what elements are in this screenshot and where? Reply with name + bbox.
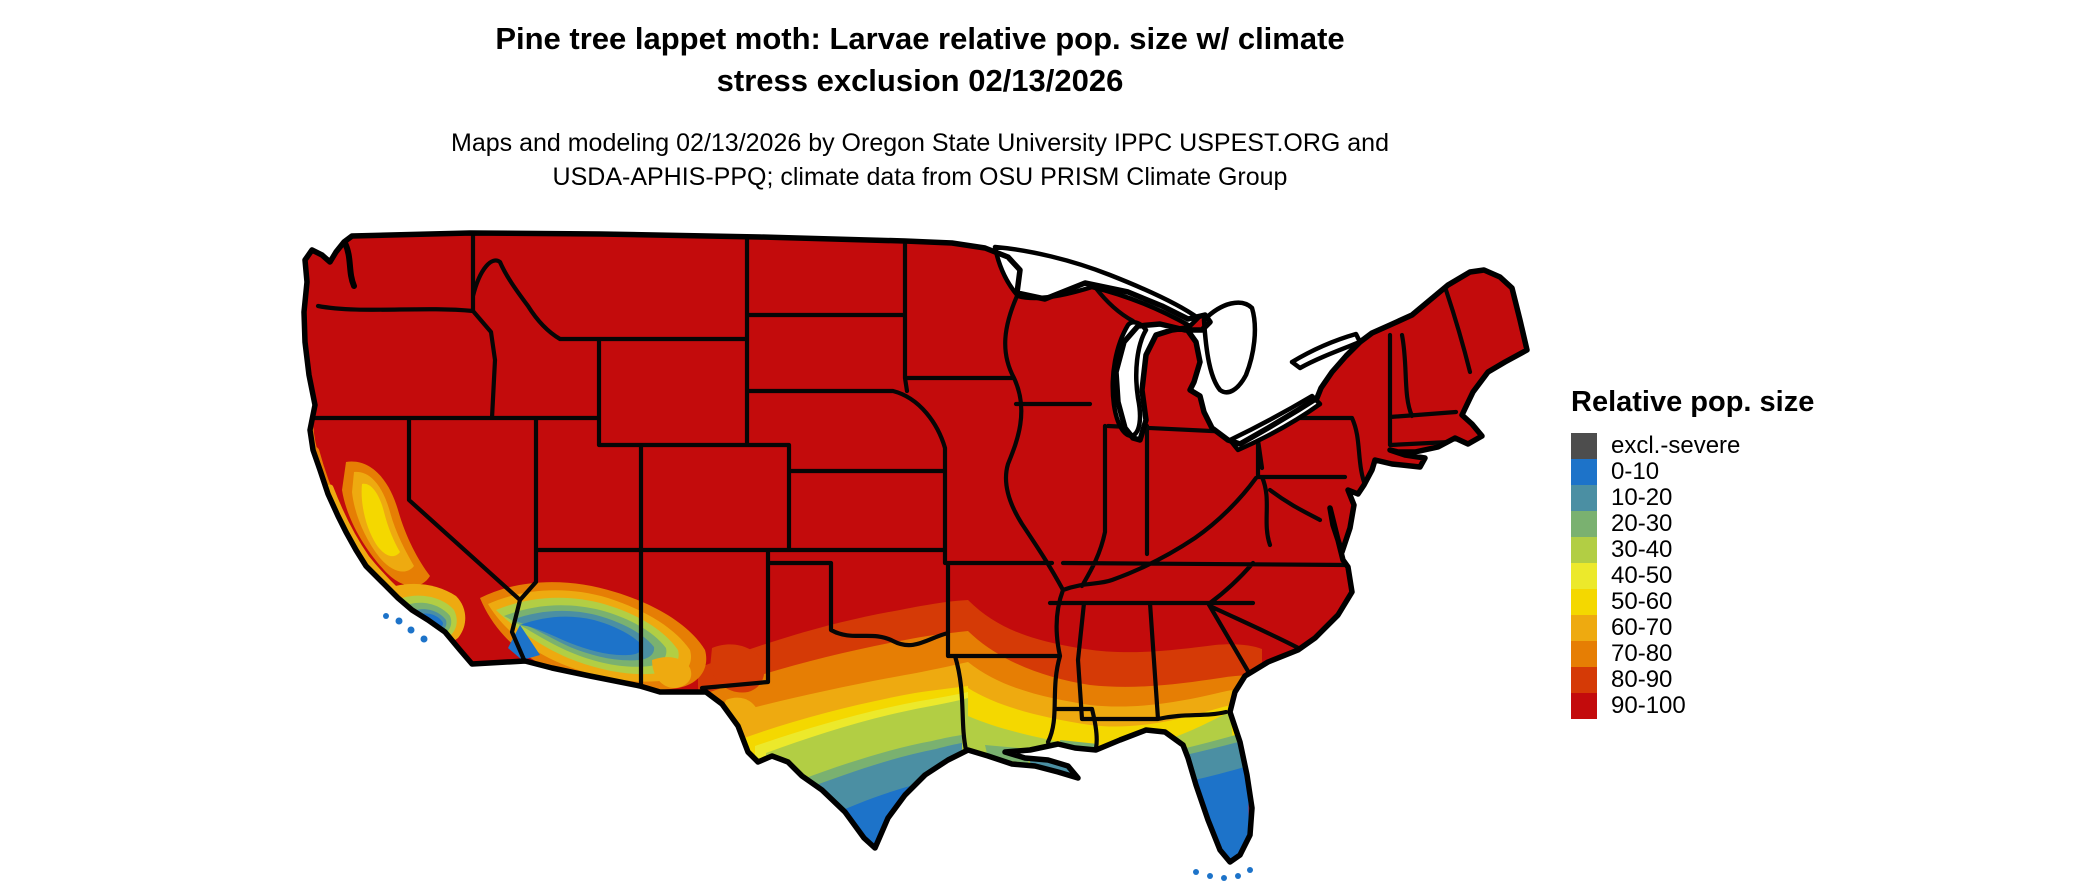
title-line-2: stress exclusion 02/13/2026: [716, 63, 1124, 98]
legend-color-swatch: [1571, 641, 1597, 667]
legend-item-label: 20-30: [1611, 510, 1673, 537]
legend-color-swatch: [1571, 693, 1597, 719]
legend-rows: excl.-severe 0-10 10-20 20-30 30-40 40-50 50-6…: [1571, 433, 1814, 719]
legend-item-label: 0-10: [1611, 458, 1660, 485]
legend-color-swatch: [1571, 433, 1597, 459]
map-legend: Relative pop. size excl.-severe 0-10 10-20…: [1571, 386, 1814, 719]
subtitle-line-1: Maps and modeling 02/13/2026 by Oregon S…: [451, 129, 1389, 157]
legend-item: 60-70: [1571, 615, 1814, 641]
legend-color-swatch: [1571, 511, 1597, 537]
legend-color-swatch: [1571, 537, 1597, 563]
legend-item-label: 10-20: [1611, 484, 1673, 511]
legend-item-label: excl.-severe: [1611, 432, 1741, 459]
legend-color-swatch: [1571, 459, 1597, 485]
title-line-1: Pine tree lappet moth: Larvae relative p…: [495, 21, 1345, 56]
legend-item-label: 40-50: [1611, 562, 1673, 589]
puget-sound: [342, 240, 357, 289]
lake-huron: [1201, 300, 1258, 395]
map-header: Pine tree lappet moth: Larvae relative p…: [310, 18, 1530, 194]
legend-color-swatch: [1571, 485, 1597, 511]
page-title: Pine tree lappet moth: Larvae relative p…: [310, 18, 1530, 102]
legend-item: 80-90: [1571, 667, 1814, 693]
legend-color-swatch: [1571, 563, 1597, 589]
offshore-islands: [383, 613, 1253, 881]
legend-item: 10-20: [1571, 485, 1814, 511]
legend-item: 20-30: [1571, 511, 1814, 537]
legend-item-label: 90-100: [1611, 692, 1686, 719]
legend-color-swatch: [1571, 589, 1597, 615]
legend-item-label: 30-40: [1611, 536, 1673, 563]
legend-item: 40-50: [1571, 563, 1814, 589]
legend-color-swatch: [1571, 667, 1597, 693]
legend-item-label: 70-80: [1611, 640, 1673, 667]
legend-item: 0-10: [1571, 459, 1814, 485]
legend-item-label: 80-90: [1611, 666, 1673, 693]
subtitle-line-2: USDA-APHIS-PPQ; climate data from OSU PR…: [552, 163, 1288, 191]
legend-item-label: 50-60: [1611, 588, 1673, 615]
legend-item-label: 60-70: [1611, 614, 1673, 641]
map-subtitle: Maps and modeling 02/13/2026 by Oregon S…: [310, 126, 1530, 194]
legend-item: excl.-severe: [1571, 433, 1814, 459]
state-borders: [311, 233, 1473, 761]
legend-item: 30-40: [1571, 537, 1814, 563]
legend-item: 90-100: [1571, 693, 1814, 719]
legend-item: 70-80: [1571, 641, 1814, 667]
legend-color-swatch: [1571, 615, 1597, 641]
legend-title: Relative pop. size: [1571, 386, 1815, 418]
legend-item: 50-60: [1571, 589, 1814, 615]
